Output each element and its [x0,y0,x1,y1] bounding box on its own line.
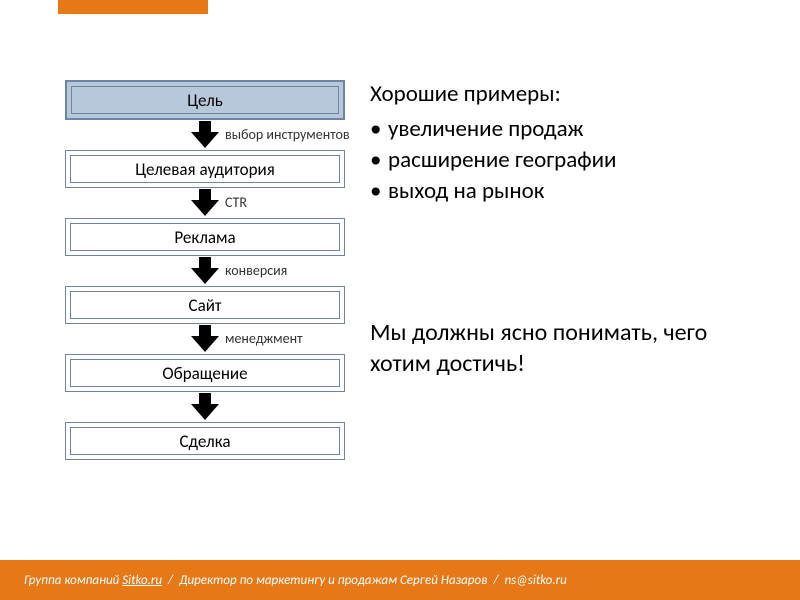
accent-top-bar [58,0,208,14]
flow-step: Целевая аудитория [65,150,345,188]
flow-arrow [65,392,345,422]
list-item: расширение географии [370,145,750,176]
flow-step-label: Обращение [70,359,340,387]
statement-text: Мы должны ясно понимать, чего хотим дост… [370,317,750,379]
footer-sep-icon: / [168,573,173,588]
flow-step: Реклама [65,218,345,256]
footer-sep-icon: / [493,573,498,588]
flow-arrow: CTR [65,188,345,218]
text-column: Хорошие примеры: увеличение продажрасшир… [360,80,780,460]
footer-bar: Группа компаний Sitko.ru / Директор по м… [0,560,800,600]
flow-step: Сделка [65,422,345,460]
flow-step-label: Целевая аудитория [70,155,340,183]
flow-arrow: выбор инструментов [65,120,345,150]
flowchart: Цель выбор инструментов Целевая аудитория C… [0,80,360,460]
flow-step: Цель [65,80,345,120]
list-item: увеличение продаж [370,114,750,145]
flow-step-label: Реклама [70,223,340,251]
list-item: выход на рынок [370,176,750,207]
flow-step-label: Сайт [70,291,340,319]
flow-step-label: Сделка [70,427,340,455]
footer-link[interactable]: Sitko.ru [122,573,162,588]
flow-arrow: менеджмент [65,324,345,354]
flow-step: Обращение [65,354,345,392]
footer-role: Директор по маркетингу и продажам [179,573,397,588]
examples-heading: Хорошие примеры: [370,80,750,108]
arrow-label: менеджмент [225,330,303,347]
slide-content: Цель выбор инструментов Целевая аудитория C… [0,80,800,460]
examples-list: увеличение продажрасширение географиивых… [370,114,750,207]
footer-prefix: Группа компаний [24,573,119,588]
flow-step-label: Цель [71,86,339,114]
footer-email: ns@sitko.ru [504,573,566,588]
flow-arrow: конверсия [65,256,345,286]
flow-step: Сайт [65,286,345,324]
arrow-label: выбор инструментов [225,126,350,143]
arrow-label: CTR [225,194,247,211]
arrow-label: конверсия [225,262,287,279]
footer-name: Сергей Назаров [400,573,487,588]
